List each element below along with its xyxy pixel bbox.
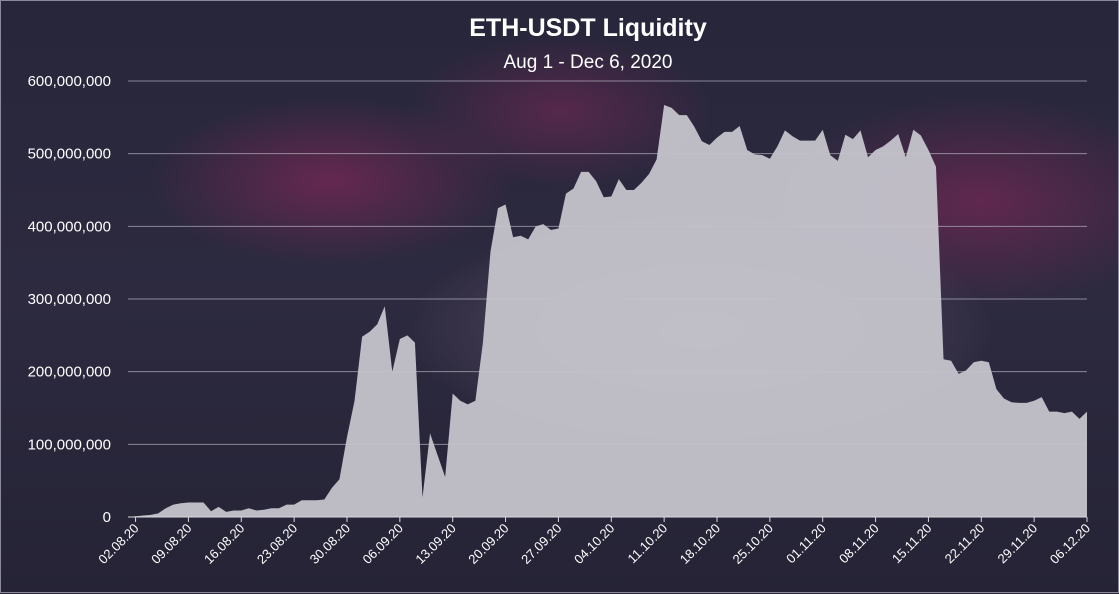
x-tick-label: 29.11.20 [995,521,1041,567]
x-tick-label: 08.11.20 [836,521,882,567]
x-tick-label: 11.10.20 [625,521,671,567]
chart-title: ETH-USDT Liquidity [469,14,707,42]
x-tick-label: 06.09.20 [360,521,406,567]
y-tick-label: 400,000,000 [28,218,111,235]
x-tick-label: 06.12.20 [1047,521,1093,567]
y-tick-label: 100,000,000 [28,436,111,453]
area-series [128,104,1087,517]
x-tick-label: 09.08.20 [148,521,194,567]
y-tick-label: 500,000,000 [28,146,111,163]
x-tick-label: 16.08.20 [201,521,247,567]
x-axis-tick-labels: 02.08.20 09.08.20 16.08.20 23.08.20 30.08.20… [95,521,1093,567]
x-tick-label: 30.08.20 [307,521,353,567]
x-tick-label: 27.09.20 [518,521,564,567]
y-tick-label: 0 [103,509,111,526]
x-tick-label: 15.11.20 [889,521,935,567]
y-tick-label: 600,000,000 [28,73,111,90]
x-tick-label: 23.08.20 [254,521,300,567]
x-tick-label: 20.09.20 [465,521,511,567]
x-tick-label: 25.10.20 [730,521,776,567]
x-tick-label: 02.08.20 [95,521,141,567]
x-tick-label: 01.11.20 [783,521,829,567]
y-tick-label: 200,000,000 [28,364,111,381]
x-tick-label: 13.09.20 [412,521,458,567]
liquidity-area [128,104,1087,517]
x-tick-label: 22.11.20 [942,521,988,567]
x-tick-label: 18.10.20 [677,521,723,567]
x-axis [128,516,1088,522]
x-tick-label: 04.10.20 [571,521,617,567]
y-tick-label: 300,000,000 [28,291,111,308]
y-axis-tick-labels: 0 100,000,000 200,000,000 300,000,000 400,00… [28,73,111,526]
chart-subtitle: Aug 1 - Dec 6, 2020 [504,52,673,73]
